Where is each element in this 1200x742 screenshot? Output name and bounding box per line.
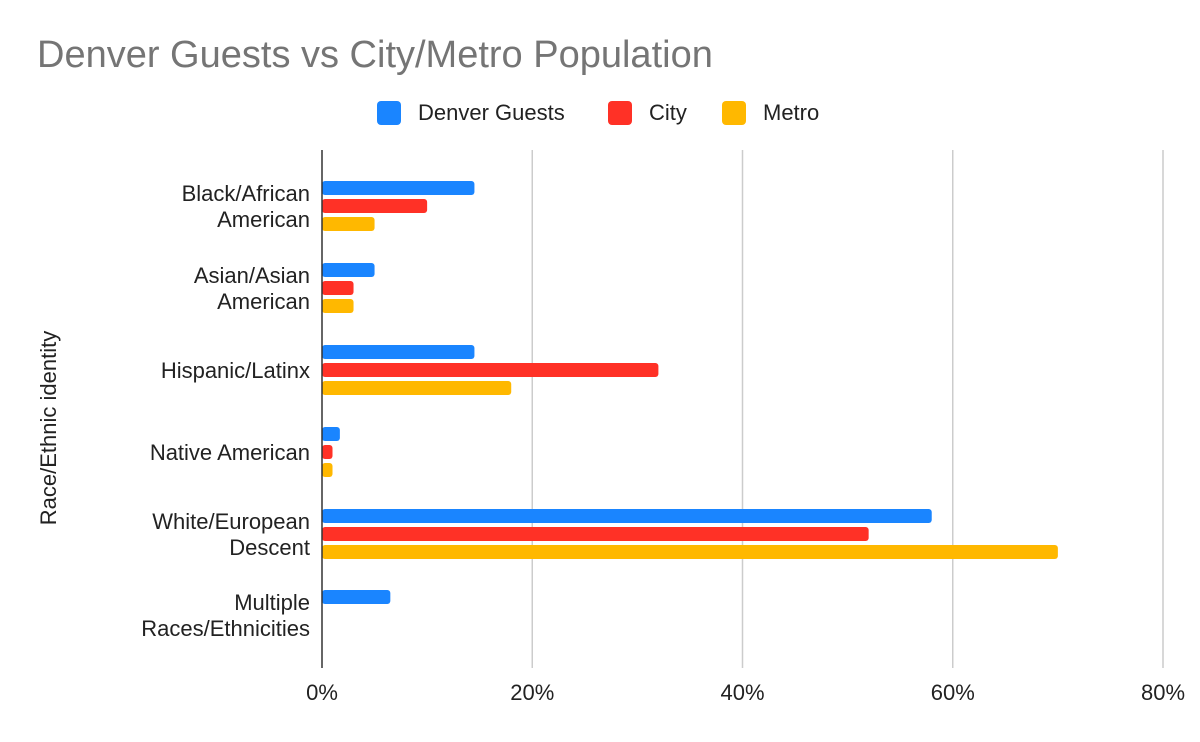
category-label-black-african-american: Black/African American xyxy=(182,181,310,232)
category-label-asian-asian-american: Asian/Asian American xyxy=(194,263,310,314)
x-tick-label-0: 0% xyxy=(306,680,338,705)
bar-metro-asian-asian-american xyxy=(322,299,354,313)
legend-item-city: City xyxy=(608,98,687,128)
x-tick-labels: 0% 20% 40% 60% 80% xyxy=(306,680,1185,705)
legend-swatch-city xyxy=(608,101,632,125)
bar-denver-guests-white-european-descent xyxy=(322,509,932,523)
legend-label-denver-guests: Denver Guests xyxy=(418,100,565,125)
legend: Denver Guests City Metro xyxy=(0,98,1200,128)
bar-metro-black-african-american xyxy=(322,217,375,231)
x-tick-label-80: 80% xyxy=(1141,680,1185,705)
category-labels: Black/African American Asian/Asian American… xyxy=(141,181,310,641)
legend-label-city: City xyxy=(649,100,687,125)
x-tick-label-20: 20% xyxy=(510,680,554,705)
bar-denver-guests-black-african-american xyxy=(322,181,475,195)
x-tick-label-40: 40% xyxy=(720,680,764,705)
bar-metro-native-american xyxy=(322,463,333,477)
legend-item-denver-guests: Denver Guests xyxy=(377,98,565,128)
gridlines xyxy=(531,150,1164,668)
bars xyxy=(322,181,1058,604)
bar-city-hispanic-latinx xyxy=(322,363,659,377)
bar-city-asian-asian-american xyxy=(322,281,354,295)
legend-item-metro: Metro xyxy=(722,98,819,128)
category-label-native-american: Native American xyxy=(150,440,310,465)
x-tick-label-60: 60% xyxy=(931,680,975,705)
bar-metro-white-european-descent xyxy=(322,545,1058,559)
chart-title: Denver Guests vs City/Metro Population xyxy=(37,34,713,76)
bar-city-white-european-descent xyxy=(322,527,869,541)
bar-denver-guests-multiple-races-ethnicities xyxy=(322,590,391,604)
legend-label-metro: Metro xyxy=(763,100,820,125)
bar-denver-guests-asian-asian-american xyxy=(322,263,375,277)
bar-denver-guests-hispanic-latinx xyxy=(322,345,475,359)
bar-city-native-american xyxy=(322,445,333,459)
bar-denver-guests-native-american xyxy=(322,427,340,441)
y-axis-title: Race/Ethnic identity xyxy=(36,331,61,525)
legend-swatch-metro xyxy=(722,101,746,125)
bar-city-black-african-american xyxy=(322,199,428,213)
bar-metro-hispanic-latinx xyxy=(322,381,512,395)
category-label-hispanic-latinx: Hispanic/Latinx xyxy=(161,358,310,383)
category-label-multiple-races-ethnicities: Multiple Races/Ethnicities xyxy=(141,590,310,641)
category-label-white-european-descent: White/European Descent xyxy=(152,509,310,560)
legend-swatch-denver-guests xyxy=(377,101,401,125)
